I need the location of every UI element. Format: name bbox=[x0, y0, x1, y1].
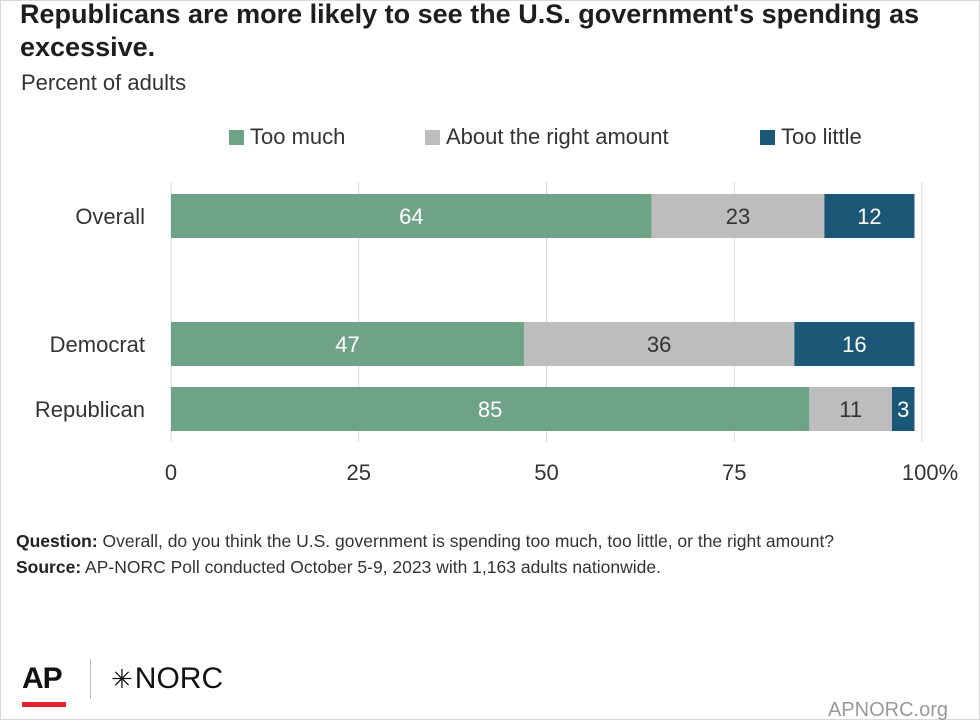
source-label: Source: bbox=[16, 557, 82, 577]
legend-label-about-right: About the right amount bbox=[446, 124, 669, 149]
bar-democrat-too-much bbox=[171, 322, 524, 366]
x-tick-label-50: 50 bbox=[534, 460, 558, 485]
bar-republican-about-the-right-amount bbox=[809, 387, 892, 431]
category-label-republican: Republican bbox=[35, 397, 145, 422]
ap-logo-bar bbox=[22, 702, 66, 707]
source-text: AP-NORC Poll conducted October 5-9, 2023… bbox=[81, 557, 661, 577]
bar-democrat-too-little bbox=[794, 322, 915, 366]
bar-democrat-about-the-right-amount bbox=[523, 322, 795, 366]
question-label: Question: bbox=[16, 531, 98, 551]
question-text: Overall, do you think the U.S. governmen… bbox=[97, 531, 835, 551]
legend-item-too-little: Too little bbox=[760, 124, 862, 150]
question-note: Question: Overall, do you think the U.S.… bbox=[16, 528, 966, 554]
data-label-democrat-too-little: 16 bbox=[842, 332, 866, 357]
legend-swatch-too-little bbox=[760, 129, 775, 145]
data-label-republican-too-little: 3 bbox=[897, 397, 909, 422]
data-label-overall-too-little: 12 bbox=[857, 204, 881, 229]
stacked-bar-chart: Overall 64 23 12 Democrat 47 36 16 Republican 85 1… bbox=[35, 182, 958, 485]
data-label-democrat-about-the-right-amount: 36 bbox=[647, 332, 671, 357]
category-label-overall: Overall bbox=[75, 204, 145, 229]
legend-item-too-much: Too much bbox=[229, 124, 345, 150]
data-label-republican-too-much: 85 bbox=[478, 397, 502, 422]
data-label-overall-too-much: 64 bbox=[399, 204, 423, 229]
x-tick-label-0: 0 bbox=[165, 460, 177, 485]
data-label-republican-about-the-right-amount: 11 bbox=[839, 397, 862, 422]
data-label-democrat-too-much: 47 bbox=[335, 332, 359, 357]
legend-swatch-too-much bbox=[229, 129, 244, 145]
bar-republican-too-much bbox=[171, 387, 810, 431]
bar-republican-too-little bbox=[891, 387, 915, 431]
bar-overall-too-much bbox=[171, 194, 652, 238]
legend-label-too-little: Too little bbox=[781, 124, 862, 149]
chart-legend: Too much About the right amount Too litt… bbox=[0, 124, 980, 154]
x-tick-label-75: 75 bbox=[722, 460, 746, 485]
chart-subtitle: Percent of adults bbox=[21, 70, 187, 95]
data-label-overall-about-the-right-amount: 23 bbox=[726, 204, 750, 229]
legend-swatch-about-right bbox=[425, 129, 440, 145]
chart-notes: Question: Overall, do you think the U.S.… bbox=[16, 528, 966, 580]
x-tick-label-25: 25 bbox=[347, 460, 371, 485]
ap-logo: AP bbox=[22, 662, 68, 707]
norc-logo-text: NORC bbox=[134, 662, 224, 695]
source-note: Source: AP-NORC Poll conducted October 5… bbox=[16, 554, 966, 580]
bar-overall-too-little bbox=[824, 194, 915, 238]
logo-divider bbox=[90, 659, 91, 699]
norc-logo: ✳ NORC bbox=[111, 662, 223, 696]
ap-logo-text: AP bbox=[22, 662, 63, 695]
x-tick-label-100: 100% bbox=[902, 460, 958, 485]
site-url: APNORC.org bbox=[827, 699, 948, 721]
logos: AP ✳ NORC bbox=[22, 654, 223, 707]
category-label-democrat: Democrat bbox=[50, 332, 145, 357]
legend-label-too-much: Too much bbox=[250, 124, 346, 149]
legend-item-about-right: About the right amount bbox=[425, 124, 669, 150]
bar-overall-about-the-right-amount bbox=[651, 194, 825, 238]
norc-star-icon: ✳ bbox=[111, 663, 133, 694]
chart-title: Republicans are more likely to see the U… bbox=[20, 0, 920, 62]
